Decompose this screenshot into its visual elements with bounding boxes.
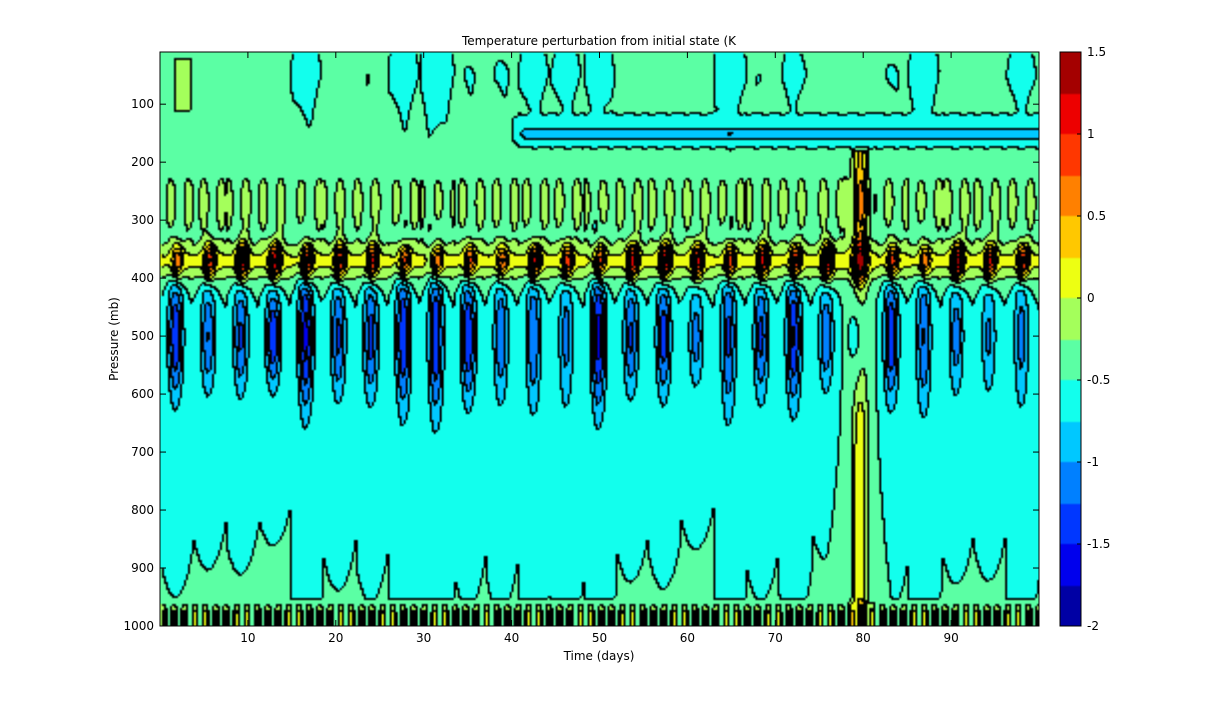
colorbar-gradient	[1060, 52, 1081, 626]
x-axis-label: Time (days)	[563, 649, 635, 663]
temperature-contour-field	[160, 52, 1039, 626]
y-axis-label: Pressure (mb)	[107, 297, 121, 381]
colorbar-ticks: 1.5 1 0.5 0 -0.5 -1 -1.5 -2	[1077, 45, 1110, 633]
y-tick-label: 1000	[123, 619, 154, 633]
y-tick-label: 800	[131, 503, 154, 517]
colorbar-tick-label: -0.5	[1087, 373, 1110, 387]
x-tick-label: 20	[328, 631, 343, 645]
colorbar-tick-label: -2	[1087, 619, 1099, 633]
y-tick-label: 700	[131, 445, 154, 459]
colorbar-tick-label: -1.5	[1087, 537, 1110, 551]
y-tick-label: 500	[131, 329, 154, 343]
colorbar-tick-label: 1	[1087, 127, 1095, 141]
y-axis-ticks: 100 200 300 400 500 600 700 800 900 1000	[123, 97, 1039, 633]
y-tick-label: 400	[131, 271, 154, 285]
x-axis-ticks: 10 20 30 40 50 60 70 80 90	[240, 52, 959, 645]
colorbar-tick-label: 1.5	[1087, 45, 1106, 59]
x-tick-label: 80	[856, 631, 871, 645]
x-tick-label: 40	[504, 631, 519, 645]
y-tick-label: 900	[131, 561, 154, 575]
y-tick-label: 200	[131, 155, 154, 169]
y-tick-label: 600	[131, 387, 154, 401]
colorbar: 1.5 1 0.5 0 -0.5 -1 -1.5 -2	[1059, 45, 1110, 633]
x-tick-label: 50	[592, 631, 607, 645]
colorbar-frame	[1059, 51, 1082, 627]
plot-area	[159, 51, 1040, 627]
x-tick-label: 10	[240, 631, 255, 645]
colorbar-tick-label: -1	[1087, 455, 1099, 469]
x-tick-label: 60	[680, 631, 695, 645]
x-tick-label: 30	[416, 631, 431, 645]
x-tick-label: 90	[943, 631, 958, 645]
x-tick-label: 70	[768, 631, 783, 645]
y-tick-label: 100	[131, 97, 154, 111]
colorbar-tick-label: 0	[1087, 291, 1095, 305]
chart-title: Temperature perturbation from initial st…	[461, 34, 737, 48]
y-tick-label: 300	[131, 213, 154, 227]
colorbar-tick-label: 0.5	[1087, 209, 1106, 223]
